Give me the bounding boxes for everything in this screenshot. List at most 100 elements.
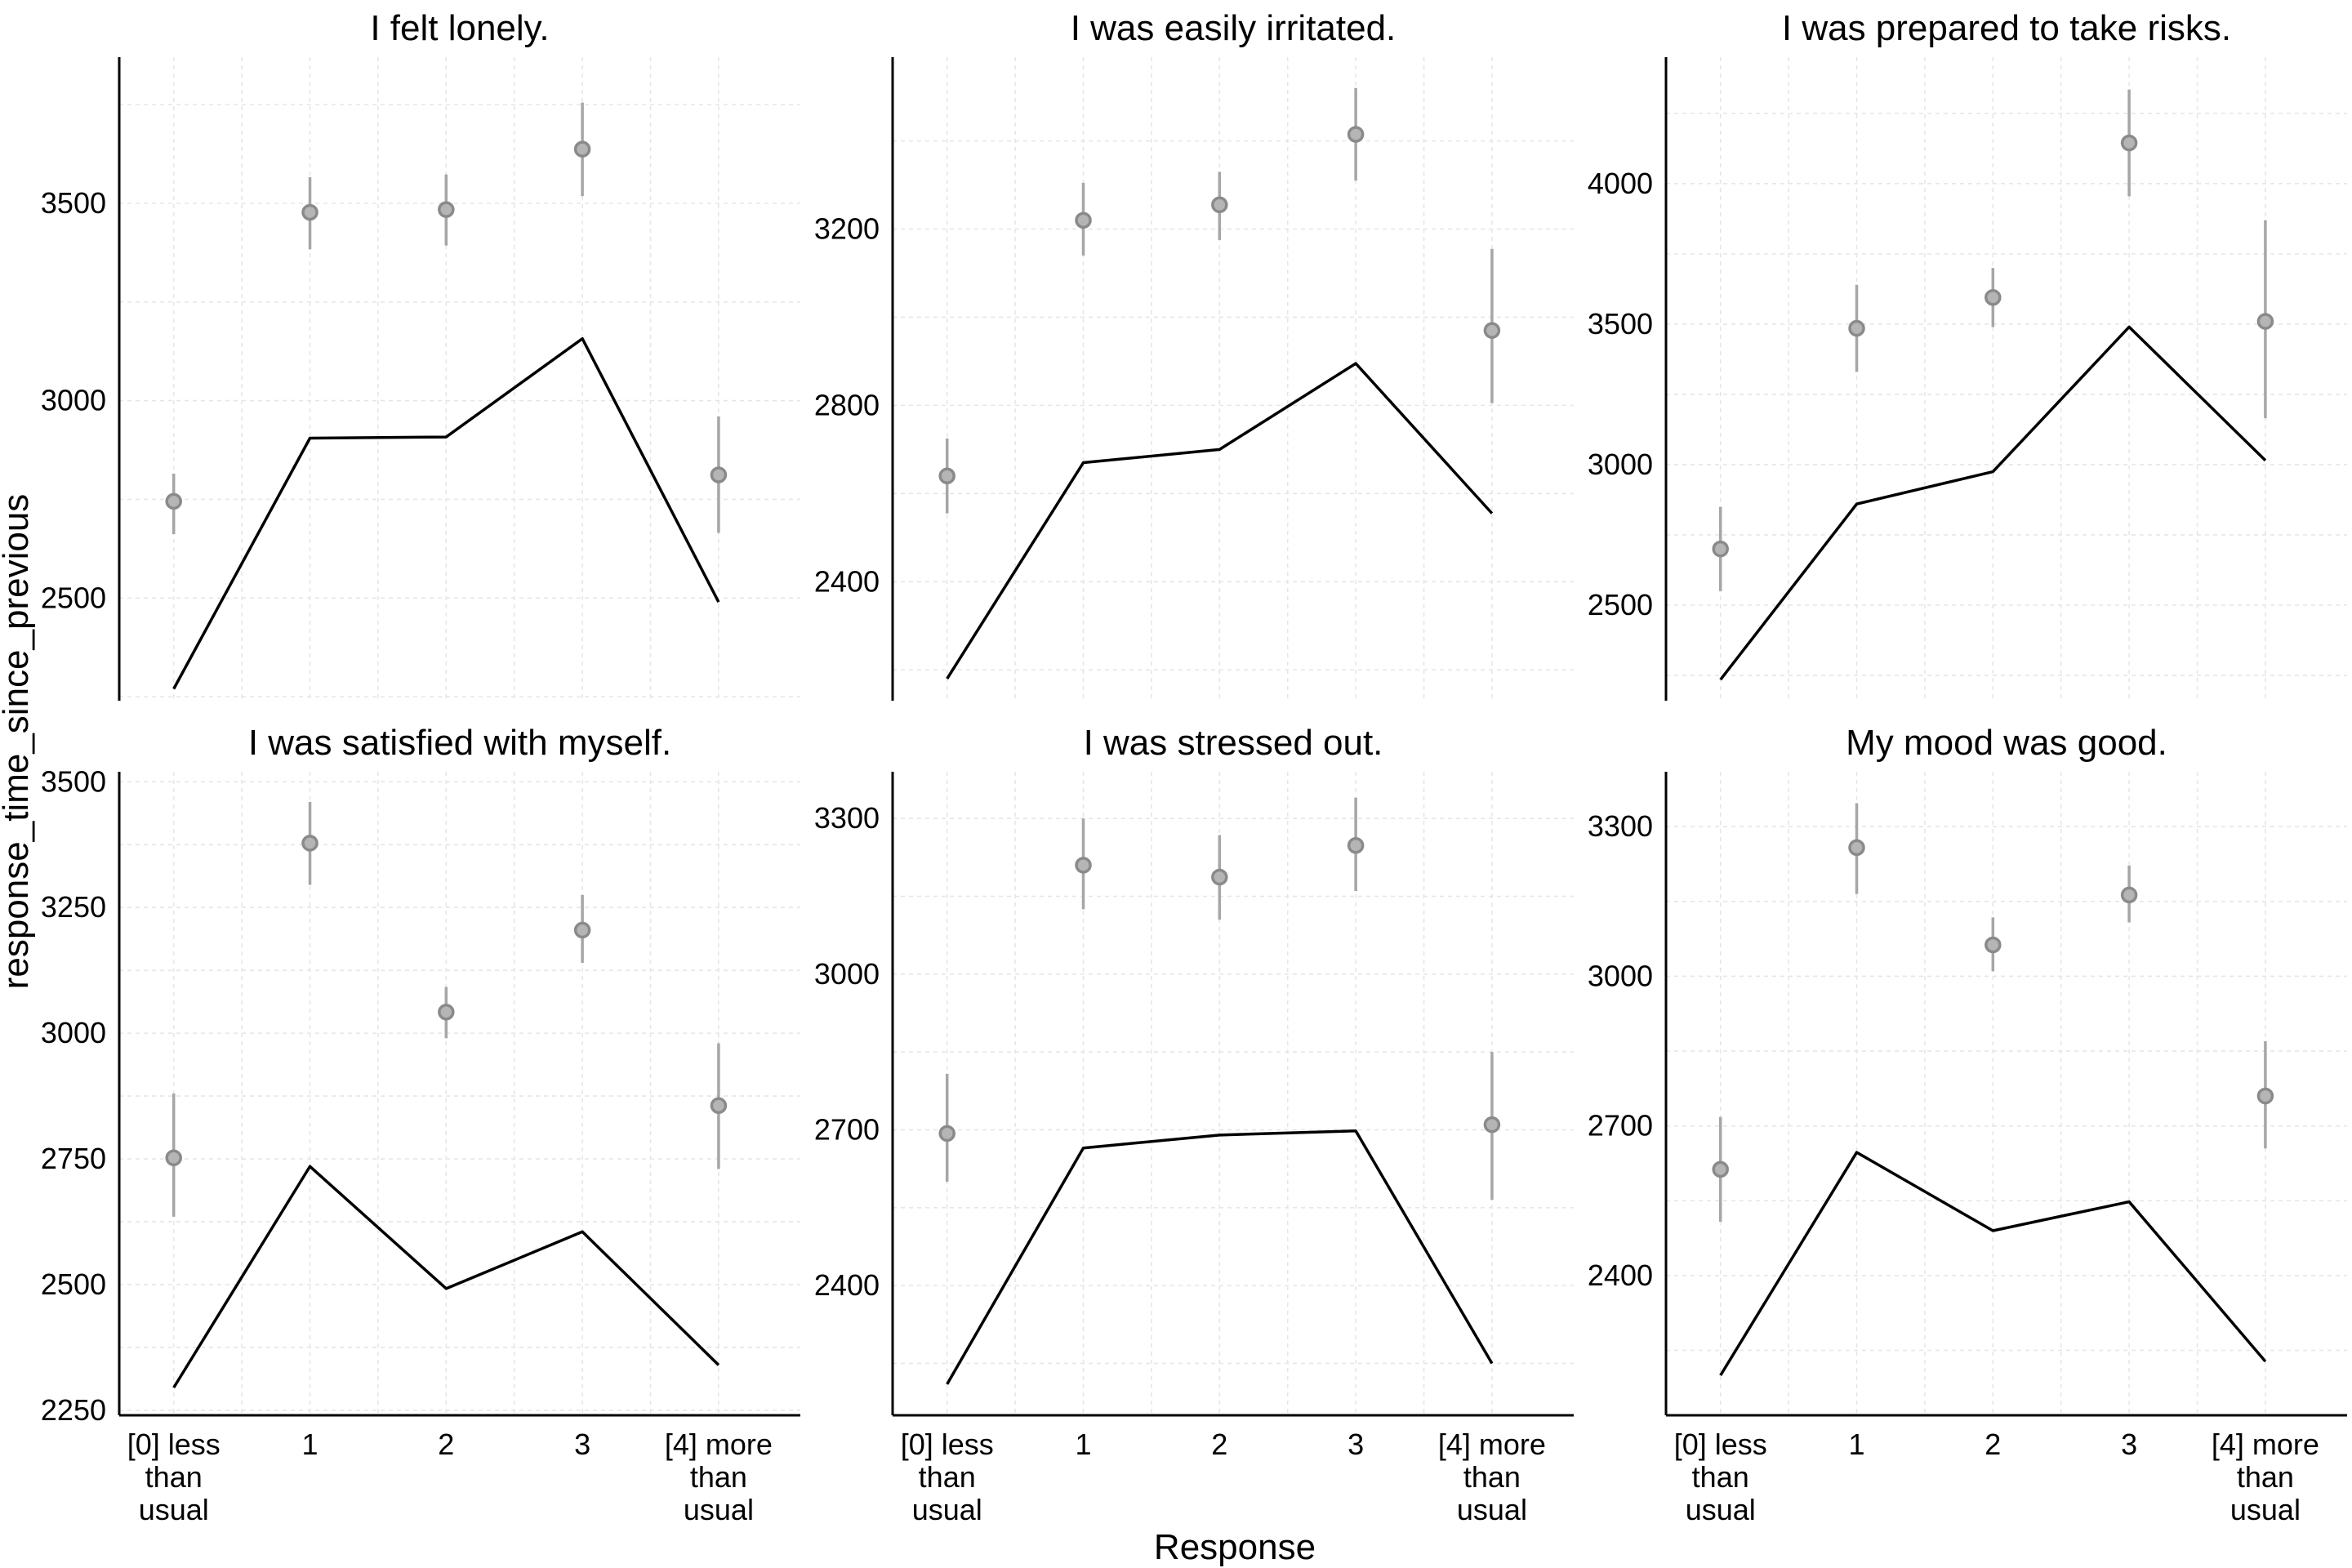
data-point (1075, 212, 1092, 229)
x-tick-label: [0] less than usual (901, 1428, 994, 1526)
data-point (2120, 134, 2138, 152)
y-tick-label: 2500 (41, 1267, 106, 1301)
data-point (710, 1097, 728, 1115)
data-point (165, 1149, 182, 1167)
chart-panel-4: I was satisfied with myself. 2250 2500 2750… (41, 723, 800, 1526)
x-tick-label-line: [4] more (1438, 1428, 1546, 1461)
x-tick-label-line: usual (1457, 1493, 1527, 1526)
chart-panel-5: I was stressed out. 2400 2700 3000 3300 [0] l… (814, 723, 1574, 1526)
y-tick-label: 3300 (814, 801, 880, 835)
x-tick-label-line: than (919, 1460, 976, 1494)
y-tick-label: 3250 (41, 890, 106, 924)
x-tick-label: [0] less than usual (127, 1428, 220, 1526)
x-tick-label: [4] more than usual (665, 1428, 773, 1526)
panel-title: I was satisfied with myself. (248, 723, 671, 763)
data-point (573, 140, 591, 158)
chart-panel-1: I felt lonely. 2500 3000 3500 (41, 8, 800, 701)
chart-panel-3: I was prepared to take risks. 2500 3000 350… (1588, 8, 2347, 701)
y-tick-label: 3500 (41, 186, 106, 220)
data-point (301, 835, 318, 852)
x-tick-label-line: [4] more (665, 1428, 773, 1461)
series-line (1719, 1151, 2267, 1377)
x-tick-label: 2 (1211, 1428, 1227, 1461)
x-tick-label-line: than (1463, 1460, 1521, 1494)
chart-panels: I felt lonely. 2500 3000 3500 I was easily i… (41, 8, 2347, 1526)
data-point (2256, 313, 2274, 330)
data-point (2120, 886, 2138, 904)
x-axis-title: Response (1154, 1527, 1316, 1567)
x-tick-label-line: 1 (1076, 1428, 1092, 1461)
panel-title: I was prepared to take risks. (1782, 8, 2231, 48)
y-tick-label: 4000 (1588, 167, 1653, 200)
x-tick-label: 3 (2121, 1428, 2137, 1461)
data-point (1848, 319, 1865, 337)
x-tick-label-line: than (690, 1460, 747, 1494)
data-point (938, 1125, 956, 1143)
y-tick-label: 2750 (41, 1142, 106, 1175)
x-tick-label: 1 (1849, 1428, 1865, 1461)
x-tick-label-line: 3 (574, 1428, 590, 1461)
x-tick-label: 3 (1348, 1428, 1364, 1461)
y-tick-label: 3000 (41, 384, 106, 417)
x-tick-label-line: usual (2230, 1493, 2301, 1526)
y-tick-label: 2400 (1588, 1258, 1653, 1292)
data-point (1984, 288, 2002, 306)
panel-title: I was stressed out. (1084, 723, 1383, 763)
series-line (172, 1165, 720, 1389)
panel-title: My mood was good. (1846, 723, 2167, 763)
y-tick-label: 2700 (814, 1112, 880, 1146)
x-tick-label: [4] more than usual (1438, 1428, 1546, 1526)
data-point (2256, 1087, 2274, 1105)
y-tick-label: 3500 (41, 764, 106, 798)
grid-lines (119, 57, 800, 701)
grid-lines (119, 772, 800, 1415)
x-tick-label-line: 3 (1348, 1428, 1364, 1461)
y-tick-label: 2700 (1588, 1109, 1653, 1143)
x-tick-label-line: than (2237, 1460, 2294, 1494)
data-point (438, 201, 455, 218)
data-point (710, 466, 728, 483)
x-tick-label: 1 (302, 1428, 318, 1461)
x-tick-label-line: usual (912, 1493, 982, 1526)
x-tick-label: 3 (574, 1428, 590, 1461)
x-tick-label-line: [0] less (901, 1428, 994, 1461)
series-line (1719, 325, 2267, 681)
panel-title: I was easily irritated. (1071, 8, 1396, 48)
y-tick-label: 2400 (814, 564, 880, 598)
y-tick-label: 2400 (814, 1268, 880, 1302)
x-tick-label-line: [4] more (2212, 1428, 2319, 1461)
y-tick-label: 3000 (1588, 448, 1653, 481)
series-line (946, 1129, 1494, 1385)
y-tick-label: 3300 (1588, 809, 1653, 843)
data-point (1483, 1116, 1501, 1134)
data-point (1347, 126, 1365, 143)
x-tick-label-line: usual (684, 1493, 754, 1526)
grid-lines (893, 772, 1574, 1415)
data-point (1483, 322, 1501, 339)
data-point (1712, 1160, 1729, 1178)
data-point (1211, 196, 1228, 214)
chart-panel-6: My mood was good. 2400 2700 3000 3300 [0] les… (1588, 723, 2347, 1526)
data-point (438, 1004, 455, 1021)
grid-lines (1666, 772, 2347, 1415)
y-tick-label: 3200 (814, 212, 880, 245)
y-tick-label: 2250 (41, 1393, 106, 1427)
series-line (946, 362, 1494, 679)
y-tick-label: 2800 (814, 388, 880, 421)
data-point (165, 492, 182, 510)
y-tick-label: 2500 (41, 581, 106, 614)
x-tick-label-line: than (1692, 1460, 1749, 1494)
data-point (938, 467, 956, 484)
panel-title: I felt lonely. (370, 8, 549, 48)
data-point (1848, 839, 1865, 857)
series-line (172, 336, 720, 690)
y-tick-label: 2500 (1588, 588, 1653, 621)
x-tick-label: [4] more than usual (2212, 1428, 2319, 1526)
chart-panel-2: I was easily irritated. 2400 2800 3200 (814, 8, 1574, 701)
y-tick-label: 3000 (814, 957, 880, 991)
data-point (573, 921, 591, 939)
y-tick-label: 3000 (1588, 959, 1653, 992)
x-tick-label: 2 (1984, 1428, 2001, 1461)
x-tick-label-line: 2 (1211, 1428, 1227, 1461)
